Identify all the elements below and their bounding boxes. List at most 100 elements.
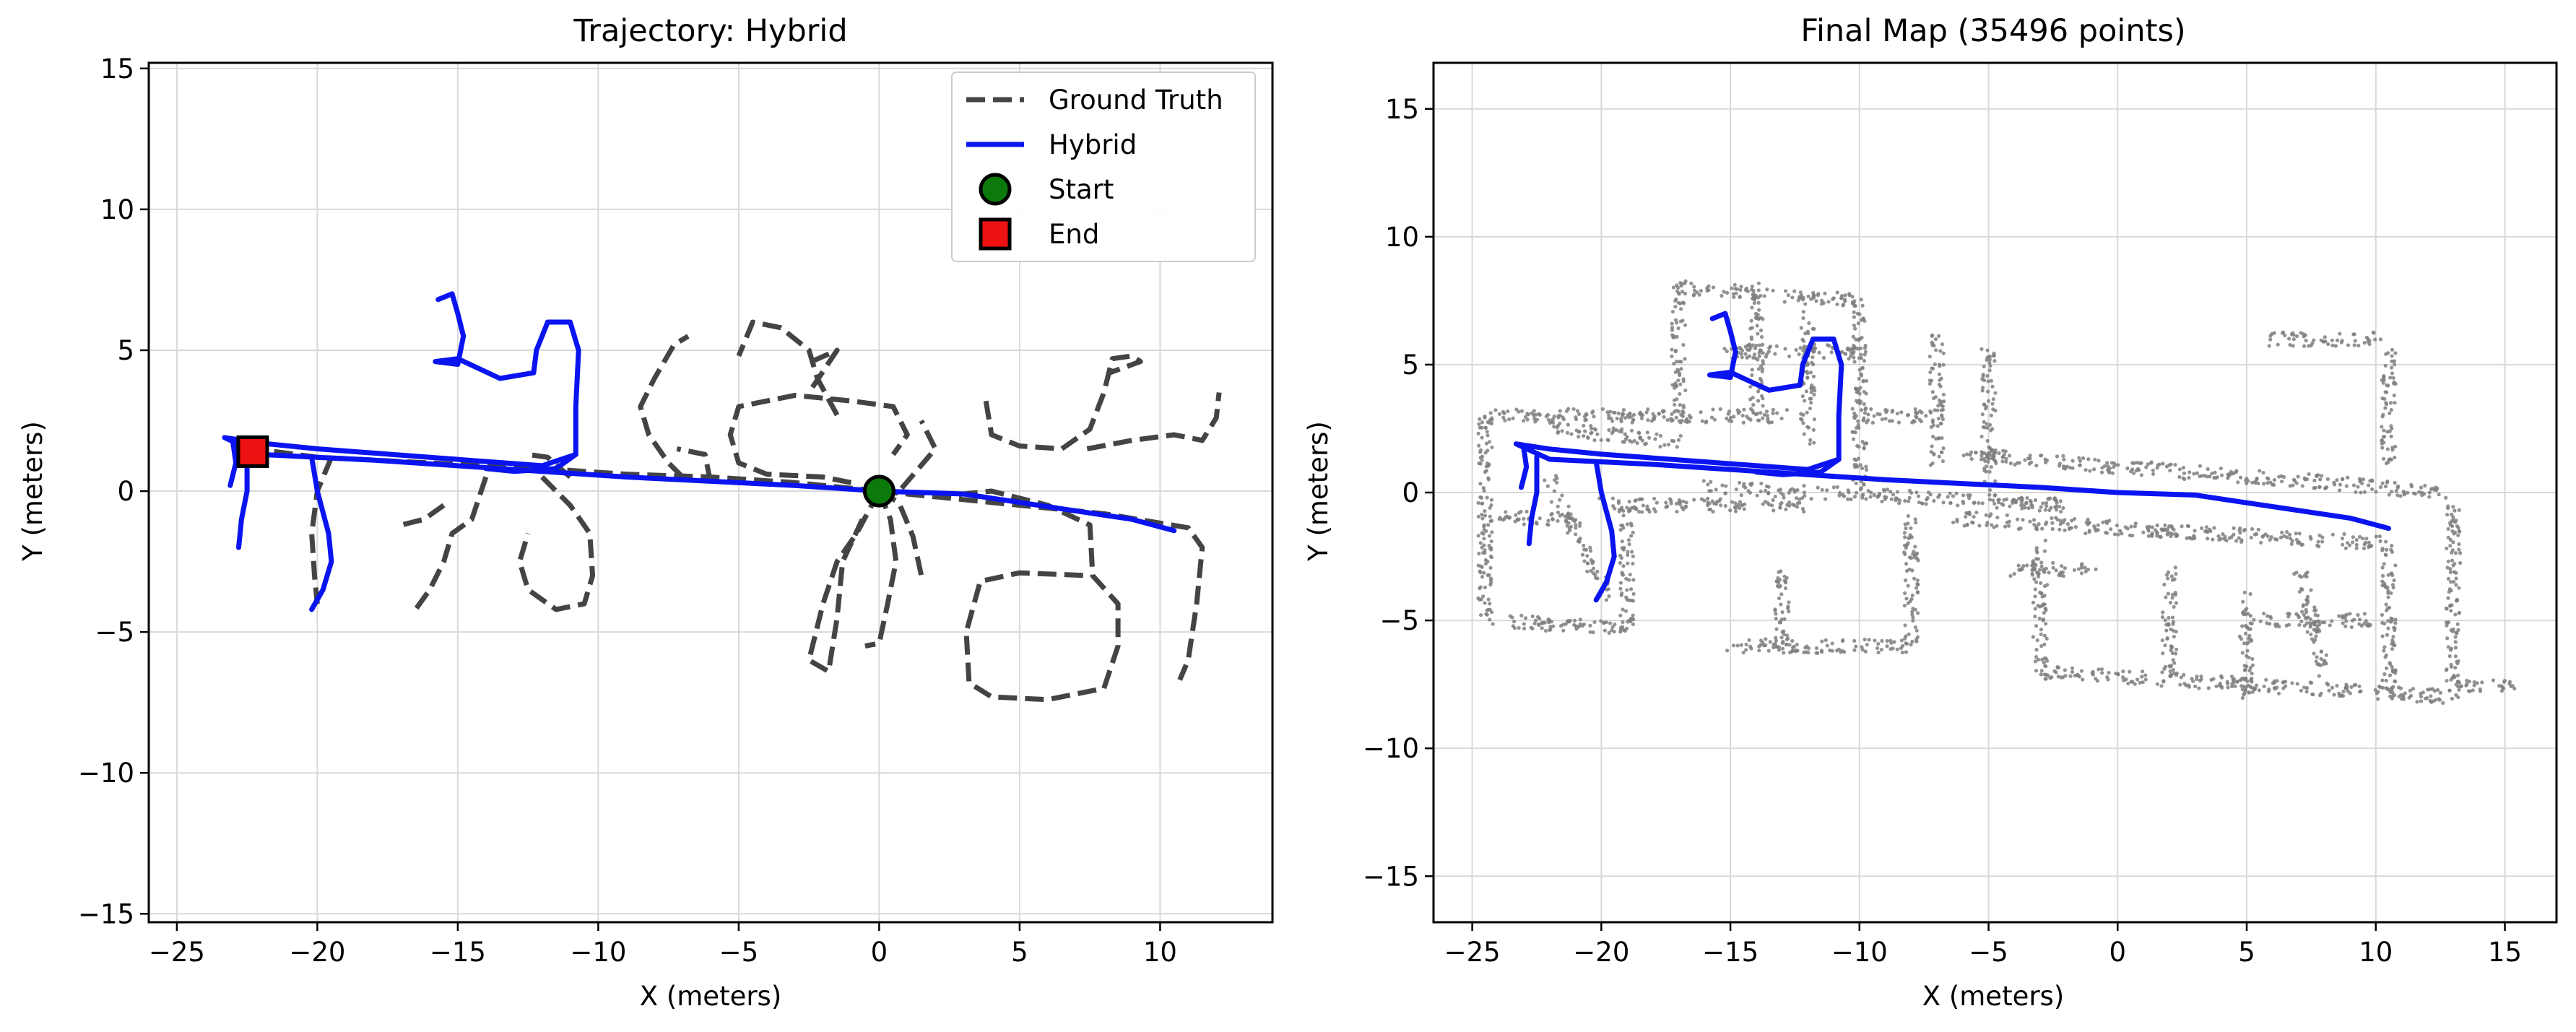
map-point [1655,432,1659,436]
map-point [2316,539,2320,544]
map-point [1489,539,1493,544]
map-point [1983,459,1987,464]
map-point [2050,521,2055,525]
map-point [1880,499,1884,504]
map-point [1938,364,1942,368]
map-point [2370,487,2375,492]
map-point [2034,563,2038,568]
map-point [2376,697,2380,701]
map-point [2294,481,2299,485]
map-point [2320,539,2325,544]
map-point [1829,350,1834,355]
map-point [1478,461,1483,466]
map-point [1590,426,1594,431]
map-point [2377,534,2382,539]
map-point [2034,546,2039,550]
map-point [2190,537,2195,541]
map-point [2042,642,2047,646]
map-point [1890,419,1894,423]
map-point [2425,695,2429,701]
map-point [1551,417,1556,422]
map-point [2164,595,2168,599]
map-point [2059,571,2064,575]
map-point [2000,455,2005,459]
map-point [2393,563,2398,568]
map-point [2242,527,2247,532]
map-point [2171,628,2176,633]
map-point [2393,679,2397,683]
map-point [1670,354,1674,358]
map-point [1843,352,1847,356]
map-point [2000,459,2005,464]
map-point [2262,611,2266,616]
map-point [1925,498,1929,502]
map-point [2057,504,2062,509]
ground-truth-line [1086,392,1222,451]
map-point [2241,610,2245,615]
map-point [2107,519,2112,523]
map-point [1860,645,1864,649]
map-point [1940,417,1945,422]
map-point [2063,528,2067,532]
map-point [2449,664,2453,669]
map-point [1798,295,1803,300]
map-point [2383,552,2388,557]
map-point [2392,363,2397,367]
map-point [2342,532,2346,537]
map-point [1782,632,1787,637]
map-point [1792,644,1796,649]
map-point [2219,684,2224,689]
map-point [2385,479,2390,484]
map-point [2123,525,2128,529]
map-point [2054,516,2058,520]
map-point [1768,640,1772,644]
map-point [1577,435,1581,439]
map-point [1839,350,1844,354]
map-point [1577,412,1582,416]
map-point [1487,440,1491,444]
ground-truth-line [879,488,1121,703]
map-point [2130,534,2135,538]
map-point [1614,428,1618,432]
map-point [2317,533,2322,538]
map-point [1806,425,1811,430]
map-point [1980,501,1985,506]
map-point [1678,433,1683,438]
map-point [2284,530,2289,534]
map-point [1537,412,1541,416]
map-point [2166,526,2170,531]
map-point [1979,450,1984,454]
map-point [2312,486,2316,490]
map-point [2381,435,2385,439]
map-point [1964,511,1969,515]
map-point [1927,355,1932,359]
map-point [2110,471,2115,475]
map-point [2039,560,2044,565]
map-point [1551,516,1555,521]
map-point [2367,540,2372,545]
map-point [1948,500,1953,506]
map-point [1968,493,1972,498]
map-point [1938,349,1943,353]
map-point [1889,641,1894,645]
map-point [1607,594,1611,599]
map-point [2389,407,2393,412]
map-point [2033,659,2038,664]
map-point [1777,570,1781,574]
map-point [1670,333,1675,337]
map-point [1621,620,1625,624]
map-point [2166,591,2170,596]
map-point [2047,508,2052,513]
map-point [2063,566,2067,571]
map-point [2453,612,2458,617]
map-point [1720,483,1725,487]
map-point [2380,548,2385,552]
map-point [1522,522,1527,526]
map-point [1967,512,1972,516]
map-point [2104,530,2108,535]
map-point [1969,456,1974,461]
map-point [1759,481,1764,486]
map-point [1850,430,1855,434]
map-point [2001,448,2005,453]
